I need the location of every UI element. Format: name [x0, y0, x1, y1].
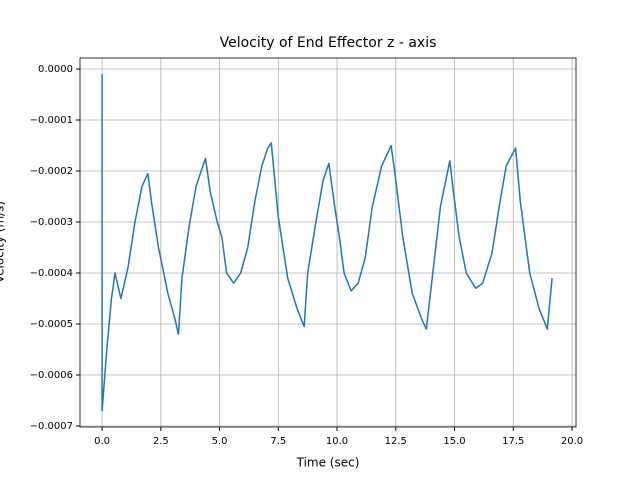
y-tick-label: −0.0003	[30, 217, 73, 228]
x-tick-label: 0.0	[94, 436, 110, 447]
y-tick-label: −0.0006	[30, 370, 73, 381]
y-tick-label: −0.0004	[30, 268, 73, 279]
x-tick-label: 7.5	[270, 436, 286, 447]
x-tick-label: 20.0	[561, 436, 583, 447]
y-tick-label: −0.0005	[30, 319, 73, 330]
y-tick-label: −0.0002	[30, 166, 73, 177]
x-tick-label: 12.5	[385, 436, 407, 447]
x-tick-label: 15.0	[443, 436, 465, 447]
x-tick-label: 2.5	[153, 436, 169, 447]
x-tick-label: 10.0	[326, 436, 348, 447]
x-tick-label: 17.5	[502, 436, 524, 447]
x-axis-label: Time (sec)	[296, 456, 360, 470]
y-tick-label: −0.0007	[30, 421, 73, 432]
data-line	[101, 74, 553, 412]
chart-title: Velocity of End Effector z - axis	[220, 35, 437, 51]
plot-frame	[79, 57, 577, 428]
x-tick-label: 5.0	[212, 436, 228, 447]
y-axis-label: Velocity (m/s)	[0, 201, 7, 283]
y-tick-label: −0.0001	[30, 115, 73, 126]
y-tick-label: 0.0000	[38, 64, 73, 75]
